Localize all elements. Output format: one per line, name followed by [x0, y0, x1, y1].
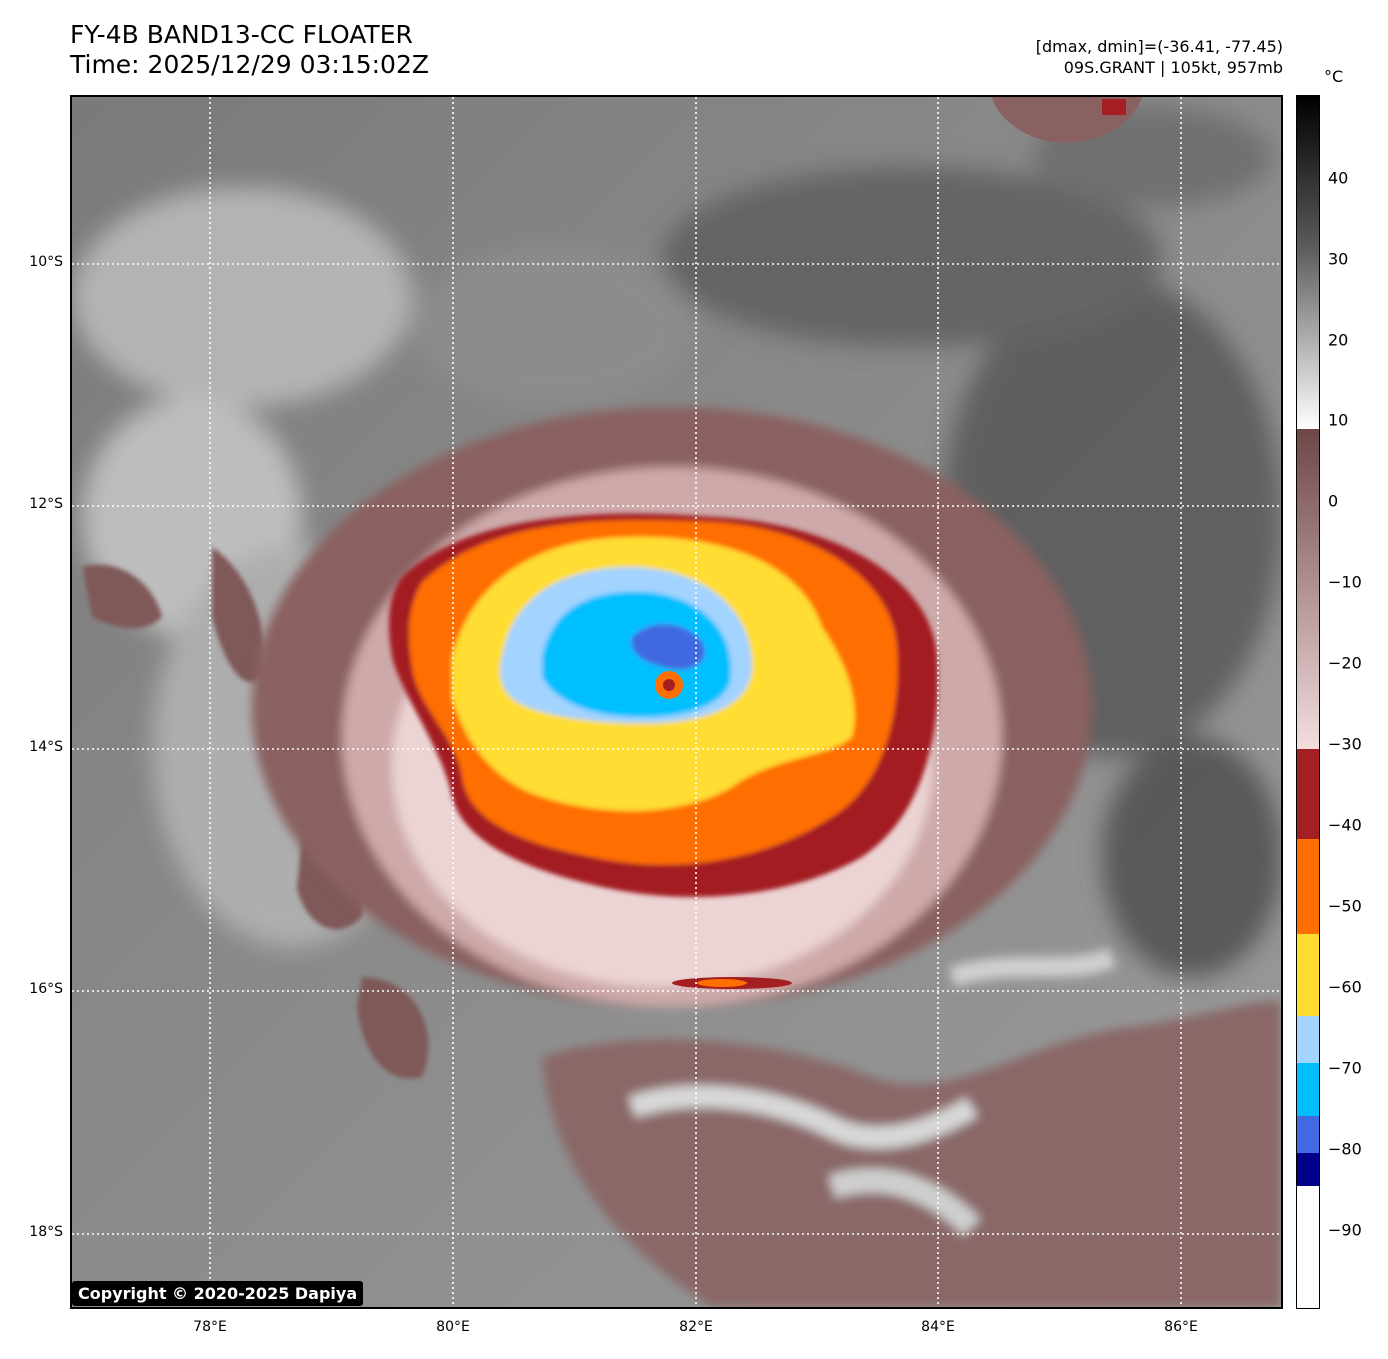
chart-title: FY-4B BAND13-CC FLOATER [70, 20, 413, 49]
lat-label-10s: 10°S [29, 254, 63, 270]
colorbar-tick-label: 30 [1328, 249, 1349, 269]
colorbar-tick-label: 20 [1328, 330, 1349, 350]
colorbar-tick-label: −50 [1328, 896, 1362, 916]
storm-info: 09S.GRANT | 105kt, 957mb [1063, 58, 1283, 77]
satellite-image [70, 95, 1283, 1309]
colorbar-tick-label: 10 [1328, 410, 1349, 430]
lon-label-80e: 80°E [436, 1319, 470, 1335]
lat-label-12s: 12°S [29, 496, 63, 512]
colorbar-tick-label: −70 [1328, 1058, 1362, 1078]
lat-label-18s: 18°S [29, 1224, 63, 1240]
lower-brown-cloud-band [542, 1001, 1281, 1307]
colorbar-unit: °C [1324, 67, 1344, 86]
colorbar-tick-label: −40 [1328, 815, 1362, 835]
cyan-core [542, 591, 731, 718]
colorbar-tick-label: 40 [1328, 168, 1349, 188]
lat-label-16s: 16°S [29, 981, 63, 997]
colorbar-tick-label: −10 [1328, 572, 1362, 592]
colorbar-tick-label: −90 [1328, 1220, 1362, 1240]
lon-label-84e: 84°E [921, 1319, 955, 1335]
colorbar-tick-label: 0 [1328, 491, 1339, 511]
colorbar-tick-label: −30 [1328, 734, 1362, 754]
colorbar-tick-label: −80 [1328, 1139, 1362, 1159]
gridlines [72, 97, 1281, 1307]
lon-label-82e: 82°E [679, 1319, 713, 1335]
colorbar-tick-label: −60 [1328, 977, 1362, 997]
copyright-badge: Copyright © 2020-2025 Dapiya [72, 1281, 364, 1306]
lon-label-78e: 78°E [193, 1319, 227, 1335]
colorbar [1296, 95, 1320, 1309]
colorbar-tick-label: −20 [1328, 653, 1362, 673]
lon-label-86e: 86°E [1164, 1319, 1198, 1335]
timestamp: Time: 2025/12/29 03:15:02Z [70, 50, 429, 79]
royal-blue-patch [631, 624, 705, 670]
dmax-dmin-readout: [dmax, dmin]=(-36.41, -77.45) [1035, 37, 1283, 56]
lat-label-14s: 14°S [29, 739, 63, 755]
